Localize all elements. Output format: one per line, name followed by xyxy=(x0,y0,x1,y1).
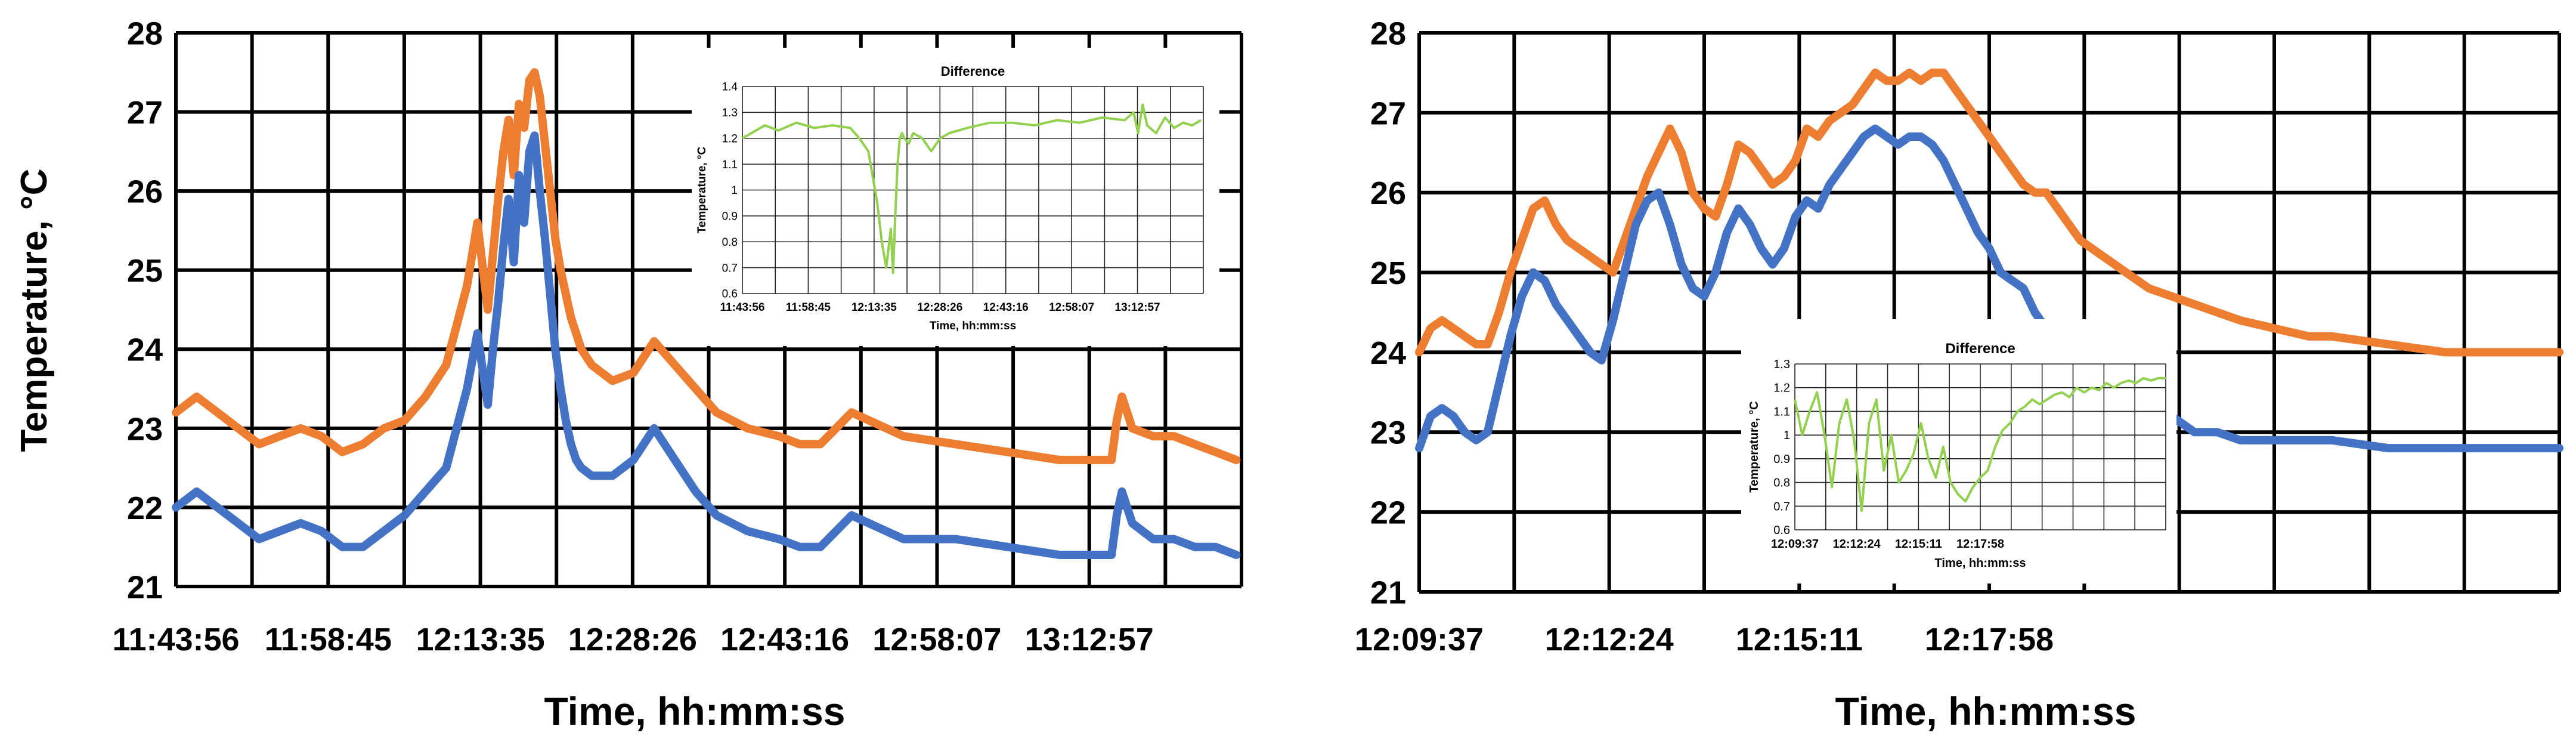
x-tick-label: 12:15:11 xyxy=(1736,622,1863,658)
y-tick-label: 24 xyxy=(127,332,163,368)
y-tick-label: 24 xyxy=(1370,335,1406,371)
inset-y-tick-label: 0.6 xyxy=(1773,524,1790,537)
x-tick-label: 12:17:58 xyxy=(1925,622,2054,658)
inset-difference-chart: 0.6 0.7 0.8 0.9 1 1.1 1.2 1.3 12:09:37 12:12:24 12… xyxy=(1741,319,2176,584)
y-tick-label: 26 xyxy=(127,174,163,210)
y-tick-label: 26 xyxy=(1370,175,1406,211)
x-tick-label: 12:13:35 xyxy=(416,622,544,658)
series-line-orange xyxy=(1415,68,2563,357)
inset-difference-chart: 0.6 0.7 0.8 0.9 1 1.1 1.2 1.3 1.4 11:43:56 11:58:4… xyxy=(692,48,1219,346)
inset-y-tick-label: 0.8 xyxy=(1773,477,1790,490)
inset-x-axis-label: Time, hh:mm:ss xyxy=(1935,557,2026,570)
inset-difference-line xyxy=(1794,376,2166,513)
inset-background xyxy=(692,48,1219,346)
left-y-axis-label: Temperature, °C xyxy=(14,169,55,452)
x-tick-labels: 11:43:56 11:58:45 12:13:35 12:28:26 12:43:16… xyxy=(112,622,1153,658)
x-tick-label: 11:58:45 xyxy=(265,622,392,658)
y-tick-label: 28 xyxy=(1370,16,1406,51)
x-tick-label: 12:09:37 xyxy=(1355,622,1484,658)
inset-y-tick-label: 1.1 xyxy=(1773,405,1790,418)
y-tick-label: 23 xyxy=(1370,415,1406,451)
inset-y-tick-label: 0.8 xyxy=(722,236,738,249)
x-tick-label: 13:12:57 xyxy=(1025,622,1154,658)
y-tick-label: 21 xyxy=(127,569,163,605)
x-tick-labels: 12:09:37 12:12:24 12:15:11 12:17:58 xyxy=(1355,622,2054,658)
inset-y-tick-label: 0.7 xyxy=(1773,500,1790,513)
inset-y-tick-label: 1.3 xyxy=(1773,358,1790,371)
series-line-orange xyxy=(172,68,1241,464)
right-x-axis-label: Time, hh:mm:ss xyxy=(1835,689,2137,733)
inset-x-axis-label: Time, hh:mm:ss xyxy=(930,320,1016,332)
inset-x-tick-label: 12:43:16 xyxy=(983,301,1029,314)
y-tick-label: 23 xyxy=(127,411,163,447)
inset-title: Difference xyxy=(941,64,1005,79)
inset-x-tick-label: 11:43:56 xyxy=(720,301,764,314)
y-tick-label: 22 xyxy=(127,490,163,526)
inset-y-tick-label: 1.2 xyxy=(722,132,738,145)
inset-y-tick-label: 0.6 xyxy=(722,288,738,301)
x-tick-label: 12:28:26 xyxy=(568,622,697,658)
y-tick-label: 27 xyxy=(1370,95,1406,131)
x-tick-label: 12:12:24 xyxy=(1545,622,1674,658)
inset-difference-line xyxy=(742,103,1202,274)
y-tick-labels: 21 22 23 24 25 26 27 28 xyxy=(1370,16,1406,610)
inset-x-tick-label: 12:28:26 xyxy=(917,301,962,314)
inset-y-tick-label: 1.3 xyxy=(722,107,738,119)
y-tick-labels: 21 22 23 24 25 26 27 28 xyxy=(127,16,163,605)
inset-y-axis-label: Temperature, °C xyxy=(696,146,708,233)
inset-y-tick-label: 1 xyxy=(1784,429,1790,442)
y-tick-label: 25 xyxy=(127,253,163,289)
y-tick-label: 27 xyxy=(127,95,163,131)
inset-x-tick-label: 12:13:35 xyxy=(852,301,897,314)
y-tick-label: 22 xyxy=(1370,495,1406,531)
x-tick-label: 12:43:16 xyxy=(720,622,849,658)
inset-title: Difference xyxy=(1945,341,2015,357)
inset-y-tick-label: 0.7 xyxy=(722,262,738,274)
inset-y-tick-label: 1.1 xyxy=(722,159,738,171)
y-tick-label: 25 xyxy=(1370,255,1406,291)
inset-x-tick-label: 12:58:07 xyxy=(1049,301,1094,314)
grid xyxy=(1417,31,2561,594)
series-line-blue xyxy=(172,131,1241,559)
inset-x-tick-label: 12:09:37 xyxy=(1771,538,1819,551)
y-tick-label: 21 xyxy=(1370,575,1406,610)
x-tick-label: 12:58:07 xyxy=(872,622,1001,658)
left-x-axis-label: Time, hh:mm:ss xyxy=(544,689,846,733)
x-tick-label: 11:43:56 xyxy=(112,622,239,658)
inset-y-tick-label: 0.9 xyxy=(722,211,738,223)
inset-y-tick-label: 1 xyxy=(731,184,738,197)
y-tick-label: 28 xyxy=(127,16,163,51)
inset-y-axis-label: Temperature, °C xyxy=(1748,401,1761,492)
inset-x-tick-label: 12:12:24 xyxy=(1833,538,1881,551)
inset-y-tick-label: 1.4 xyxy=(722,81,738,94)
inset-y-tick-label: 1.2 xyxy=(1773,382,1790,395)
inset-y-tick-label: 0.9 xyxy=(1773,453,1790,466)
inset-x-tick-label: 12:15:11 xyxy=(1895,538,1942,551)
left-chart: Temperature, °C Time, hh:mm:ss 212223242… xyxy=(14,16,1243,733)
inset-x-tick-label: 13:12:57 xyxy=(1115,301,1160,314)
inset-x-tick-label: 11:58:45 xyxy=(786,301,831,314)
inset-x-tick-label: 12:17:58 xyxy=(1956,538,2004,551)
